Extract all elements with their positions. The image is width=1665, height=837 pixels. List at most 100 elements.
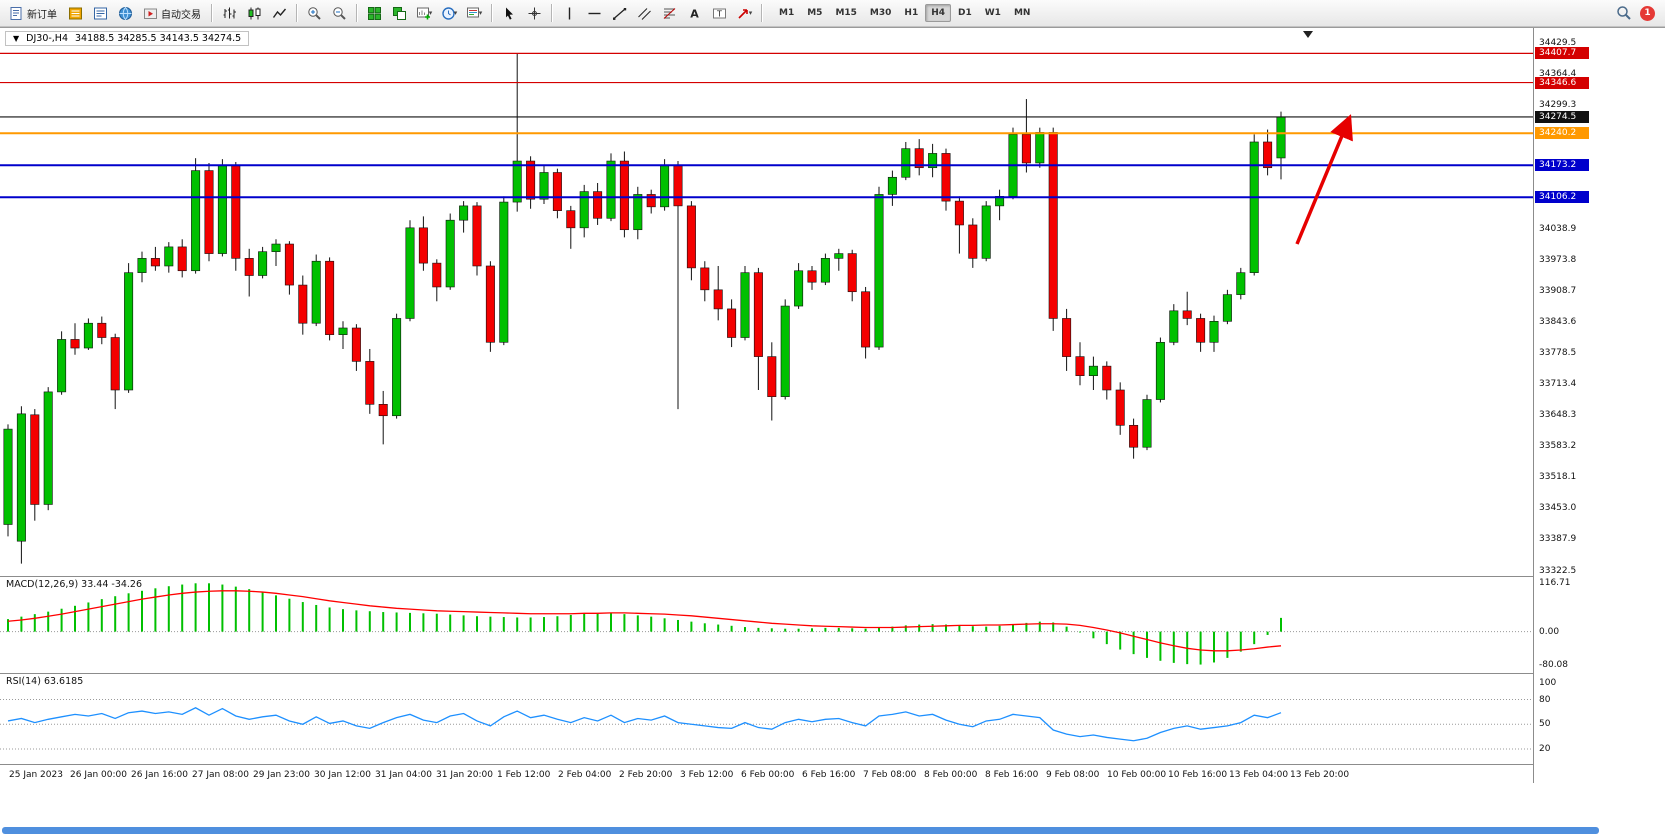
trendline-icon	[612, 7, 626, 20]
axis-separator[interactable]	[1533, 28, 1534, 783]
candle	[1169, 310, 1179, 343]
one-click-trading-toggle-icon[interactable]: ▼	[13, 34, 20, 43]
timeframe-h1-button[interactable]: H1	[904, 8, 919, 18]
time-axis[interactable]: 25 Jan 2023 26 Jan 00:00 26 Jan 16:00 27 Ja…	[0, 767, 1533, 783]
price-axis[interactable]: 34429.534364.434299.334234.234169.134104…	[1534, 28, 1665, 837]
timeframe-m1-button[interactable]: M1	[779, 8, 795, 18]
candle	[1182, 310, 1192, 319]
crosshair-tool-button[interactable]	[522, 2, 546, 24]
candle	[968, 224, 978, 259]
candle	[150, 258, 160, 267]
rsi-scale-tick: 20	[1539, 744, 1551, 754]
candle	[834, 253, 844, 259]
arrows-tool-button[interactable]: ▾	[732, 2, 756, 24]
timeframe-m30-button[interactable]: M30	[869, 8, 892, 18]
data-window-button[interactable]	[88, 2, 112, 24]
price-tick: 33322.5	[1539, 565, 1577, 576]
candle	[928, 153, 938, 169]
candle	[432, 262, 442, 288]
candle	[244, 258, 254, 276]
price-tick: 33387.9	[1539, 534, 1577, 545]
template-button[interactable]: ▾	[462, 2, 486, 24]
candle	[713, 289, 723, 310]
candle	[1021, 134, 1031, 164]
horizontal-scrollbar[interactable]	[2, 827, 1599, 834]
bar-chart-type-button[interactable]	[217, 2, 241, 24]
horizontal-line-icon	[588, 12, 600, 14]
template-dropdown-icon[interactable]: ▾	[478, 9, 483, 17]
trend-arrow-annotation[interactable]	[1295, 114, 1353, 245]
time-axis-label: 9 Feb 08:00	[1046, 770, 1100, 780]
new-chart-button[interactable]: ▾	[412, 2, 436, 24]
price-chart[interactable]	[0, 29, 1533, 576]
cursor-tool-button[interactable]	[497, 2, 521, 24]
time-axis-label: 1 Feb 12:00	[497, 770, 551, 780]
timeframe-d1-button[interactable]: D1	[958, 8, 972, 18]
candle	[700, 267, 710, 291]
time-axis-label: 3 Feb 12:00	[680, 770, 734, 780]
autotrading-button[interactable]: 自动交易	[138, 3, 206, 24]
panel-separator[interactable]	[0, 576, 1533, 577]
timeframe-w1-button[interactable]: W1	[984, 8, 1001, 18]
tile-windows-button[interactable]	[362, 2, 386, 24]
candlestick-chart-icon	[248, 7, 260, 19]
notification-badge[interactable]: 1	[1640, 5, 1655, 21]
price-tick: 34364.4	[1539, 68, 1577, 79]
timeframe-mn-button[interactable]: MN	[1013, 8, 1031, 18]
toolbar-separator	[551, 4, 552, 22]
candle	[619, 160, 629, 231]
arrows-dropdown-icon[interactable]: ▾	[748, 9, 753, 17]
period-dropdown-icon[interactable]: ▾	[453, 9, 458, 17]
time-axis-label: 27 Jan 08:00	[192, 770, 249, 780]
vertical-line-tool-button[interactable]	[557, 2, 581, 24]
resistance-2-badge: 34346.6	[1535, 76, 1589, 89]
line-chart-type-button[interactable]	[267, 2, 291, 24]
timeframe-m5-button[interactable]: M5	[807, 8, 823, 18]
zoom-in-button[interactable]	[302, 2, 326, 24]
navigator-button[interactable]	[113, 2, 137, 24]
candle	[512, 160, 522, 203]
new-order-button[interactable]: 新订单	[4, 3, 62, 24]
time-axis-label: 8 Feb 00:00	[924, 770, 978, 780]
panel-separator[interactable]	[0, 764, 1533, 765]
text-tool-button[interactable]: A	[682, 2, 706, 24]
time-axis-label: 25 Jan 2023	[9, 770, 63, 780]
candle	[981, 205, 991, 259]
candle	[1236, 272, 1246, 295]
candle	[1035, 132, 1045, 164]
market-watch-button[interactable]	[63, 2, 87, 24]
trendline-tool-button[interactable]	[607, 2, 631, 24]
time-axis-label: 13 Feb 20:00	[1290, 770, 1350, 780]
new-chart-dropdown-icon[interactable]: ▾	[428, 9, 433, 17]
horizontal-line-tool-button[interactable]	[582, 2, 606, 24]
new-order-icon	[10, 6, 22, 20]
navigator-icon	[118, 6, 132, 20]
price-tick: 33973.8	[1539, 254, 1577, 265]
timeframe-m15-button[interactable]: M15	[835, 8, 857, 18]
channel-tool-button[interactable]	[632, 2, 656, 24]
zoom-in-icon	[307, 6, 321, 20]
zoom-out-icon	[332, 6, 346, 20]
time-axis-label: 31 Jan 04:00	[375, 770, 432, 780]
rsi-panel[interactable]	[0, 674, 1533, 764]
chart-shift-marker-icon[interactable]	[1303, 31, 1313, 38]
price-tick: 33713.4	[1539, 379, 1577, 390]
chart-window: ▼ DJ30-,H4 34188.5 34285.5 34143.5 34274…	[0, 27, 1665, 837]
rsi-scale-tick: 100	[1539, 678, 1557, 688]
candle	[633, 194, 643, 231]
label-tool-button[interactable]: T	[707, 2, 731, 24]
timeframe-h4-button[interactable]: H4	[925, 4, 951, 22]
macd-panel[interactable]	[0, 577, 1533, 673]
cascade-windows-button[interactable]	[387, 2, 411, 24]
time-axis-label: 30 Jan 12:00	[314, 770, 371, 780]
candle	[351, 327, 361, 362]
candle	[673, 165, 683, 207]
candlestick-chart-type-button[interactable]	[242, 2, 266, 24]
support-2-badge: 34106.2	[1535, 191, 1589, 204]
search-icon[interactable]	[1616, 5, 1632, 21]
arrow-object-icon	[738, 8, 748, 19]
zoom-out-button[interactable]	[327, 2, 351, 24]
period-button[interactable]: ▾	[437, 2, 461, 24]
panel-separator[interactable]	[0, 673, 1533, 674]
fibonacci-tool-button[interactable]	[657, 2, 681, 24]
